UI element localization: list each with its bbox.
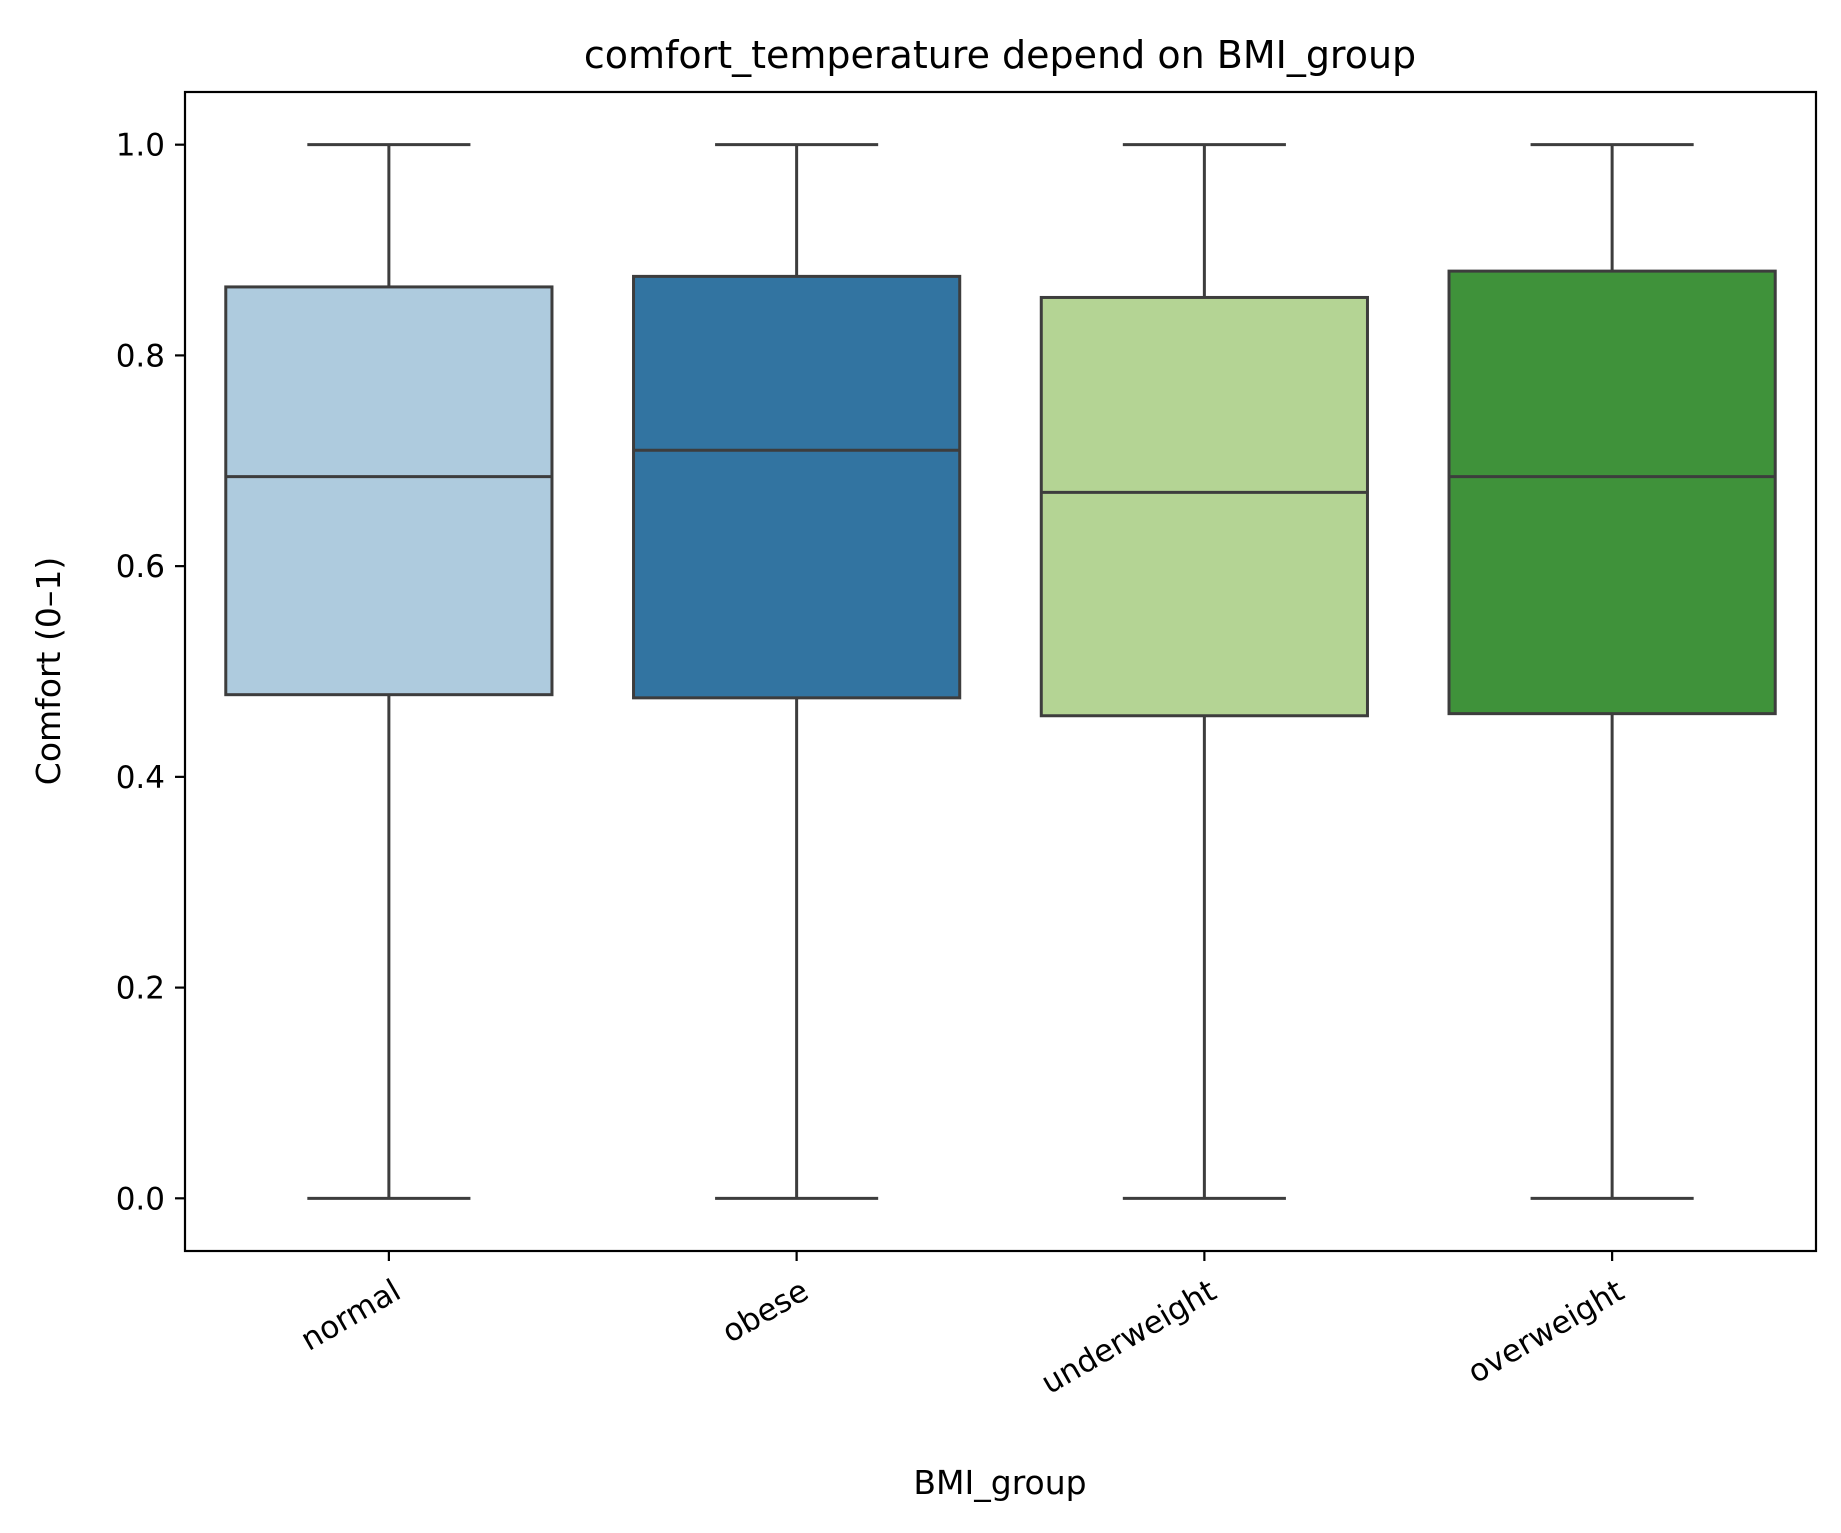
y-tick-label: 1.0 (116, 128, 165, 164)
x-axis: normal obese underweight overweight (295, 1251, 1630, 1402)
y-axis-label: Comfort (0–1) (29, 557, 68, 785)
box-underweight (1039, 143, 1369, 1200)
y-tick-label: 0.2 (116, 971, 165, 1007)
box-overweight (1447, 143, 1777, 1200)
y-axis: 0.0 0.2 0.4 0.6 0.8 1.0 (116, 128, 185, 1217)
x-tick-label: normal (295, 1273, 407, 1358)
y-tick-label: 0.8 (116, 338, 165, 374)
y-tick-label: 0.4 (116, 760, 165, 796)
iqr-box (1039, 295, 1369, 718)
plot-frame (183, 90, 1818, 1253)
chart-title: comfort_temperature depend on BMI_group (584, 33, 1416, 77)
y-tick-label: 0.6 (116, 549, 165, 585)
box-normal (224, 143, 554, 1200)
x-tick-label: overweight (1462, 1273, 1630, 1391)
iqr-box (224, 285, 554, 697)
iqr-box (1447, 269, 1777, 716)
box-obese (632, 143, 962, 1200)
y-tick-label: 0.0 (116, 1181, 165, 1217)
x-tick-label: underweight (1035, 1273, 1222, 1402)
plot-area (224, 143, 1777, 1200)
x-tick-label: obese (716, 1273, 814, 1351)
iqr-box (632, 274, 962, 700)
x-axis-label: BMI_group (913, 1463, 1086, 1502)
